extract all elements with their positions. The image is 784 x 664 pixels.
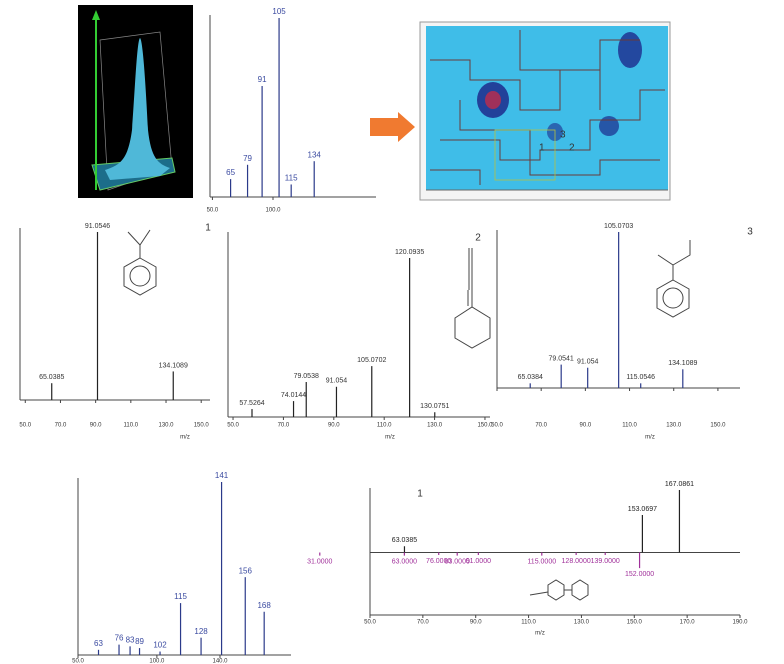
peak-label: 57.5264 (239, 400, 264, 407)
heatmap-label: 2 (569, 143, 575, 154)
x-tick-label: 110.0 (622, 423, 637, 429)
peak-label: 153.0697 (628, 506, 657, 513)
x-tick-label: 70.0 (55, 423, 67, 429)
peak-label: 91.0546 (85, 223, 110, 230)
x-tick-label: 110.0 (124, 423, 139, 429)
peak-label: 105.0703 (604, 223, 633, 230)
x-tick-label: 150.0 (710, 423, 726, 429)
x-tick-label: 70.0 (535, 423, 547, 429)
x-tick-label: 140.0 (212, 659, 228, 664)
x-tick-label: 90.0 (580, 423, 592, 429)
peak-label: 139.0000 (591, 558, 620, 565)
peak-label: 63.0000 (392, 558, 417, 565)
x-tick-label: 90.0 (90, 423, 102, 429)
peak-label: 76.0000 (426, 558, 451, 565)
x-tick-label: 150.0 (627, 620, 643, 626)
x-tick-label: 110.0 (521, 620, 536, 626)
x-tick-label: 50.0 (227, 423, 239, 429)
peak-label: 65 (226, 168, 235, 177)
spectrum-number: 2 (475, 233, 481, 244)
peak-label: 130.0751 (420, 403, 449, 410)
peak-label: 91.054 (577, 359, 599, 366)
heatmap-label: 3 (560, 130, 566, 141)
peak-label: 128 (194, 627, 208, 636)
peak-label: 76 (115, 634, 124, 643)
x-tick-label: 50.0 (491, 423, 503, 429)
peak-label: 63.0385 (392, 537, 417, 544)
peak-label: 141 (215, 471, 229, 480)
x-tick-label: 170.0 (680, 620, 696, 626)
spectrum-number: 3 (747, 227, 753, 238)
3d-peak-image (78, 5, 193, 198)
x-tick-label: 150.0 (477, 423, 493, 429)
x-tick-label: 130.0 (666, 423, 682, 429)
x-tick-label: 110.0 (377, 423, 392, 429)
heatmap-label: 1 (539, 143, 545, 154)
spectrum-number: 1 (417, 489, 423, 500)
process-arrow (370, 112, 415, 142)
x-axis-label: m/z (535, 631, 545, 637)
peak-label: 31.0000 (307, 558, 332, 565)
peak-label: 134 (308, 150, 322, 159)
x-tick-label: 90.0 (328, 423, 340, 429)
peak-label: 91 (258, 75, 267, 84)
peak-label: 105 (272, 7, 286, 16)
x-tick-label: 150.0 (194, 423, 210, 429)
x-tick-label: 100.0 (265, 208, 281, 214)
x-tick-label: 70.0 (278, 423, 290, 429)
peak-label: 91.054 (326, 378, 348, 385)
peak-label: 115 (174, 592, 187, 601)
peak-label: 128.0000 (562, 558, 591, 565)
x-axis-label: m/z (180, 435, 190, 441)
peak-label: 156 (239, 566, 253, 575)
peak-label: 115.0546 (626, 374, 655, 381)
peak-label: 168 (257, 601, 271, 610)
peak-label: 152.0000 (625, 571, 654, 578)
peak-label: 79.0538 (294, 373, 319, 380)
peak-label: 115 (285, 174, 298, 183)
peak-label: 83 (126, 635, 135, 644)
x-tick-label: 130.0 (427, 423, 443, 429)
peak-label: 120.0935 (395, 249, 424, 256)
x-tick-label: 50.0 (72, 659, 84, 664)
peak-label: 74.0144 (281, 392, 306, 399)
peak-label: 65.0385 (39, 374, 64, 381)
structure-drawings (123, 229, 691, 601)
x-tick-label: 70.0 (417, 620, 429, 626)
peak-label: 79 (243, 154, 252, 163)
peak-label: 79.0541 (549, 355, 574, 362)
peak-label: 65.0384 (518, 374, 543, 381)
peak-label: 102 (153, 641, 167, 650)
peak-label: 167.0861 (665, 481, 694, 488)
peak-label: 89 (135, 637, 144, 646)
x-axis-label: m/z (385, 435, 395, 441)
x-tick-label: 50.0 (364, 620, 376, 626)
x-tick-label: 130.0 (159, 423, 175, 429)
peak-label: 83.0000 (445, 558, 470, 565)
peak-label: 115.0000 (527, 558, 556, 565)
x-tick-label: 190.0 (732, 620, 748, 626)
x-tick-label: 90.0 (470, 620, 482, 626)
peak-label: 91.0000 (466, 558, 491, 565)
heatmap: 3 1 2 (419, 21, 671, 201)
peak-label: 63 (94, 639, 103, 648)
x-tick-label: 130.0 (574, 620, 590, 626)
x-tick-label: 50.0 (207, 208, 219, 214)
x-tick-label: 100.0 (149, 659, 165, 664)
spectrum-number: 1 (205, 223, 211, 234)
peak-label: 134.1089 (159, 362, 188, 369)
x-axis-label: m/z (645, 435, 655, 441)
x-tick-label: 50.0 (19, 423, 31, 429)
peak-label: 105.0702 (357, 357, 386, 364)
peak-label: 134.1089 (668, 360, 697, 367)
